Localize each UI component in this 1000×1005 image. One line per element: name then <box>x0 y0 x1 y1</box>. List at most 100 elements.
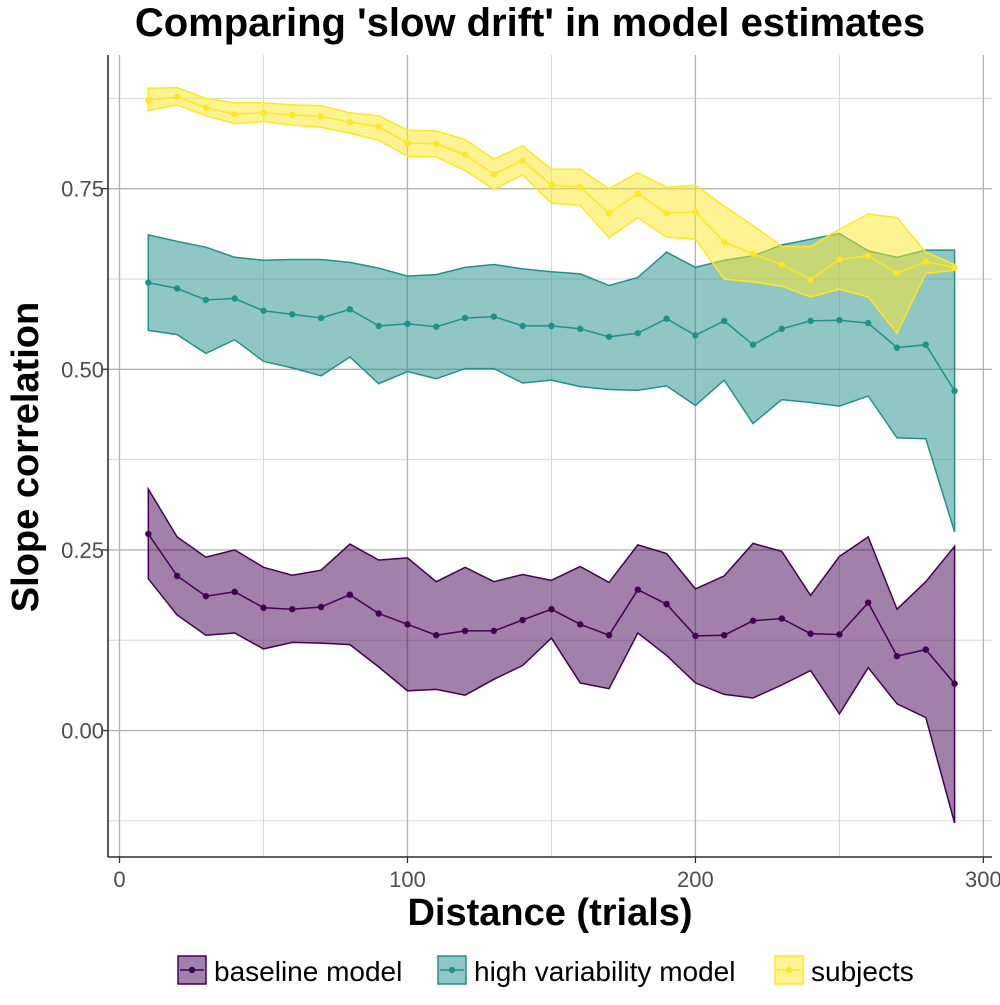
data-point <box>548 322 555 330</box>
data-point <box>951 680 958 687</box>
data-point <box>202 104 210 111</box>
data-point <box>231 588 238 596</box>
data-point <box>289 111 296 119</box>
x-tick-label: 200 <box>677 867 714 892</box>
data-point <box>864 599 872 606</box>
data-point <box>346 591 354 598</box>
data-point <box>173 572 181 580</box>
data-point <box>778 615 785 622</box>
data-point <box>577 621 584 628</box>
data-point <box>893 652 901 660</box>
data-point <box>375 610 382 617</box>
data-point <box>721 317 728 325</box>
x-tick-label: 100 <box>389 867 426 892</box>
data-point <box>663 210 670 217</box>
data-point <box>577 184 584 191</box>
y-tick-label: 0.25 <box>61 538 104 563</box>
data-point <box>231 295 238 302</box>
data-point <box>605 333 613 340</box>
data-point <box>577 325 584 333</box>
data-point <box>317 314 325 322</box>
y-tick-label: 0.00 <box>61 719 104 744</box>
data-point <box>404 320 411 327</box>
data-point <box>605 210 613 217</box>
data-point <box>461 314 469 322</box>
data-point <box>807 276 814 283</box>
data-point <box>289 311 296 318</box>
data-point <box>260 604 267 611</box>
data-point <box>519 322 526 330</box>
data-point <box>260 109 267 117</box>
data-point <box>145 530 152 538</box>
legend-key-point-1 <box>448 966 456 974</box>
data-point <box>807 317 814 325</box>
data-point <box>173 93 181 101</box>
data-point <box>663 315 670 322</box>
data-point <box>202 592 210 600</box>
y-tick-label: 0.75 <box>61 177 104 202</box>
data-point <box>375 123 382 130</box>
data-point <box>749 341 757 348</box>
data-point <box>519 157 526 164</box>
data-point <box>634 586 642 593</box>
data-point <box>951 264 958 271</box>
data-point <box>433 323 440 330</box>
data-point <box>289 605 296 613</box>
data-point <box>864 319 872 327</box>
data-point <box>864 252 872 260</box>
data-point <box>893 344 901 351</box>
data-point <box>346 306 354 313</box>
data-point <box>778 261 785 268</box>
data-point <box>461 627 469 635</box>
data-point <box>922 646 929 653</box>
data-point <box>490 171 498 178</box>
x-tick-label: 300 <box>965 867 1000 892</box>
legend-key-point-2 <box>785 966 793 974</box>
data-point <box>433 631 440 639</box>
data-point <box>433 140 440 148</box>
data-point <box>721 631 728 639</box>
data-point <box>346 118 354 126</box>
data-point <box>317 603 325 611</box>
data-point <box>634 329 642 337</box>
tick-label-layer: 0 100 200 300 0.00 0.25 0.50 0.75 <box>61 177 1000 892</box>
data-point <box>893 270 901 277</box>
legend-label-0: baseline model <box>214 956 402 987</box>
data-point <box>548 181 555 189</box>
data-point <box>749 617 757 624</box>
data-point <box>375 322 382 330</box>
data-point <box>721 238 728 246</box>
legend: baseline model high variability model subj… <box>177 955 914 987</box>
data-point <box>260 307 267 314</box>
data-point <box>922 258 929 265</box>
data-point <box>663 600 670 608</box>
y-axis-title: Slope correlation <box>5 302 47 612</box>
data-point <box>778 325 785 333</box>
data-point <box>605 631 613 639</box>
data-point <box>404 139 411 147</box>
data-point <box>202 296 210 304</box>
data-point <box>951 387 958 395</box>
data-point <box>145 279 152 286</box>
data-point <box>404 621 411 628</box>
series-point-layer <box>145 93 958 687</box>
data-point <box>317 113 325 120</box>
data-point <box>461 151 469 158</box>
chart-title: Comparing 'slow drift' in model estimate… <box>135 1 925 45</box>
x-axis-title: Distance (trials) <box>407 892 692 934</box>
data-point <box>749 250 757 257</box>
data-point <box>145 97 152 104</box>
data-point <box>922 341 929 348</box>
legend-label-1: high variability model <box>474 956 735 987</box>
data-point <box>836 631 843 638</box>
data-point <box>836 256 843 263</box>
legend-label-2: subjects <box>811 956 914 987</box>
data-point <box>692 632 699 640</box>
data-point <box>173 285 181 292</box>
data-point <box>490 627 498 635</box>
y-tick-label: 0.50 <box>61 357 104 382</box>
data-point <box>231 111 238 118</box>
legend-key-point-0 <box>188 966 196 974</box>
